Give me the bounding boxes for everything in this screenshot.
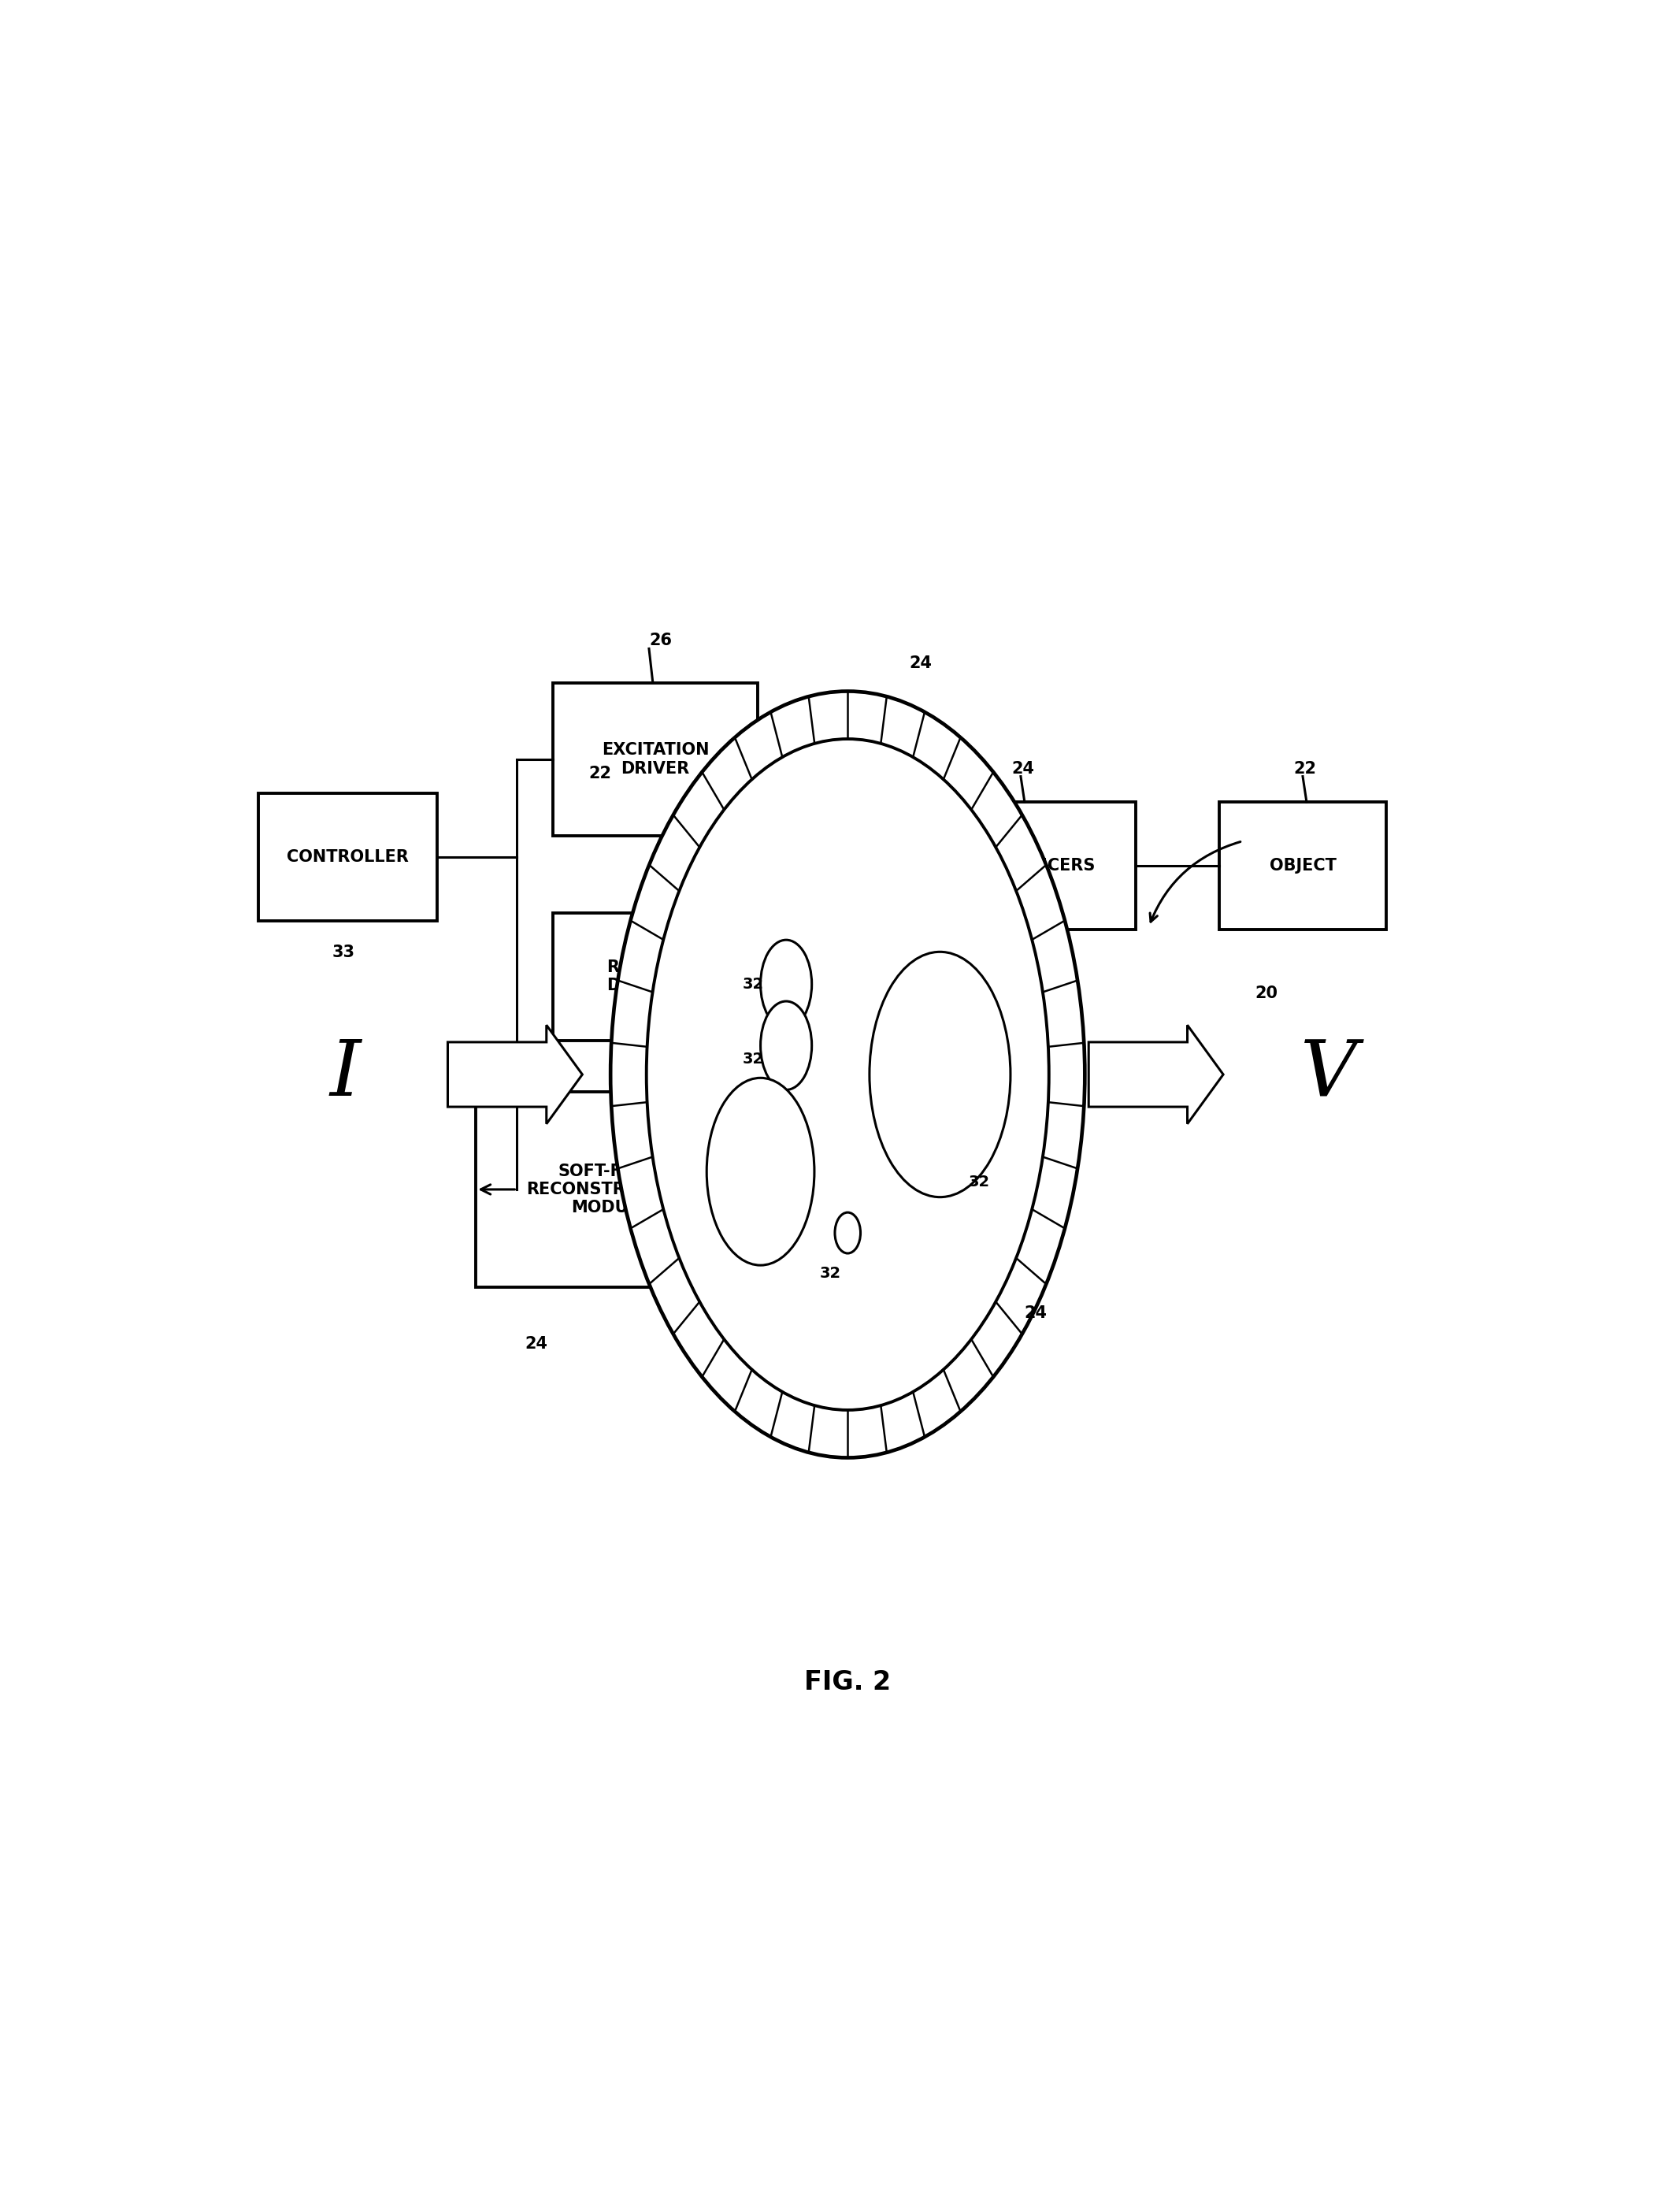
Text: I: I: [329, 1037, 361, 1113]
Text: RESPONSE
DETECTOR: RESPONSE DETECTOR: [607, 960, 705, 993]
Ellipse shape: [622, 706, 1073, 1444]
Text: 32: 32: [743, 1051, 764, 1066]
FancyArrow shape: [1088, 1024, 1224, 1124]
Text: 33: 33: [332, 945, 356, 960]
Text: 30: 30: [751, 1172, 774, 1188]
Ellipse shape: [761, 940, 812, 1029]
Text: 22: 22: [589, 765, 612, 781]
Text: OBJECT: OBJECT: [1269, 858, 1336, 874]
FancyArrow shape: [448, 1024, 582, 1124]
Text: 24: 24: [1024, 1305, 1047, 1321]
FancyBboxPatch shape: [258, 794, 437, 920]
FancyBboxPatch shape: [552, 914, 758, 1040]
Text: V: V: [1300, 1037, 1356, 1113]
Text: 26: 26: [648, 633, 672, 648]
Text: 24: 24: [910, 655, 933, 670]
Ellipse shape: [835, 1212, 860, 1254]
Text: 32: 32: [819, 1265, 840, 1281]
Text: SOFT-FIELD
RECONSTRUCTION
MODULE: SOFT-FIELD RECONSTRUCTION MODULE: [526, 1164, 695, 1217]
Text: 22: 22: [1293, 761, 1317, 776]
Text: 24: 24: [524, 1336, 547, 1352]
Ellipse shape: [706, 1077, 814, 1265]
Text: TRANSDUCERS: TRANSDUCERS: [959, 858, 1095, 874]
Text: CONTROLLER: CONTROLLER: [286, 849, 409, 865]
FancyBboxPatch shape: [476, 1091, 744, 1287]
FancyBboxPatch shape: [1219, 803, 1386, 929]
FancyBboxPatch shape: [552, 684, 758, 836]
Text: FIG. 1: FIG. 1: [804, 1345, 892, 1371]
Text: 20: 20: [1255, 987, 1279, 1002]
Text: 32: 32: [968, 1175, 989, 1190]
Text: EXCITATION
DRIVER: EXCITATION DRIVER: [602, 743, 710, 776]
Text: 32: 32: [743, 978, 764, 991]
Ellipse shape: [761, 1002, 812, 1091]
Ellipse shape: [647, 739, 1049, 1409]
Text: 28: 28: [764, 978, 787, 995]
Ellipse shape: [610, 690, 1085, 1458]
Ellipse shape: [870, 951, 1011, 1197]
FancyBboxPatch shape: [918, 803, 1136, 929]
Text: FIG. 2: FIG. 2: [804, 1670, 892, 1697]
Text: 24: 24: [1012, 761, 1035, 776]
